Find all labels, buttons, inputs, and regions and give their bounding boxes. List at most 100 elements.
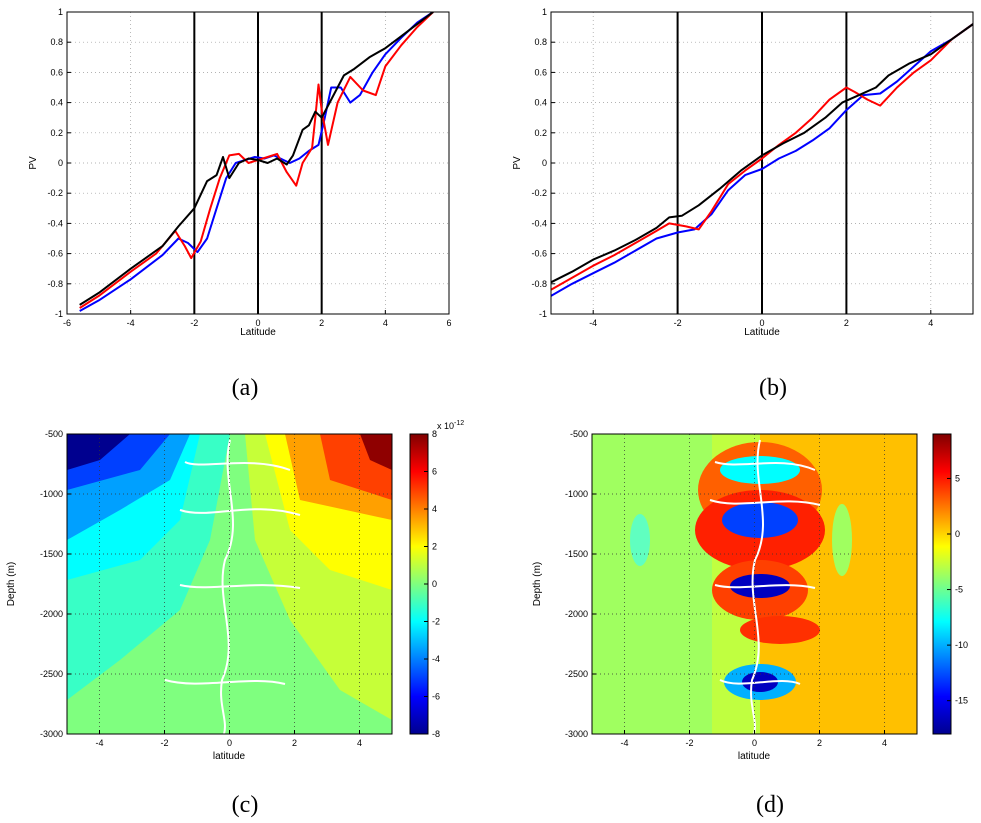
- y-tick-label: -2000: [565, 609, 588, 619]
- colorbar-tick-label: 0: [432, 579, 437, 589]
- y-axis-label-d: Depth (m): [532, 562, 543, 606]
- y-axis-label-c: Depth (m): [6, 562, 17, 606]
- y-ticks-b: -1 -0.8 -0.6 -0.4 -0.2 0 0.2 0.4 0.6 0.8 1: [531, 7, 555, 319]
- blob-d-4: [720, 456, 800, 484]
- colorbar-ticks-d: 5 0 -5 -10 -15: [947, 473, 968, 706]
- colorbar-tick-label: 6: [432, 467, 437, 477]
- x-axis-label-c: latitude: [213, 751, 246, 762]
- y-tick-label: 0.8: [50, 37, 63, 47]
- y-tick-label: -2000: [40, 609, 63, 619]
- y-tick-label: -3000: [40, 729, 63, 739]
- series-line-2: [79, 12, 434, 306]
- series-line-2: [551, 23, 973, 284]
- y-tick-label: -0.8: [531, 279, 547, 289]
- y-tick-label: -0.4: [47, 218, 63, 228]
- panel-label-d: (d): [756, 792, 784, 818]
- colorbar-d: [932, 433, 952, 735]
- y-tick-label: -0.4: [531, 218, 547, 228]
- x-tick-label: 2: [817, 738, 822, 748]
- x-tick-label: 4: [882, 738, 887, 748]
- colorbar-tick-label: -8: [432, 729, 440, 739]
- y-tick-label: 0: [542, 158, 547, 168]
- y-axis-label-b: PV: [512, 156, 523, 170]
- y-tick-label: -2500: [565, 669, 588, 679]
- y-ticks-a: -1 -0.8 -0.6 -0.4 -0.2 0 0.2 0.4 0.6 0.8 1: [47, 7, 71, 319]
- x-axis-label-a: Latitude: [240, 327, 276, 338]
- y-ticks-c: -3000 -2500 -2000 -1500 -1000 -500: [40, 429, 71, 739]
- colorbar-tick-label: -2: [432, 617, 440, 627]
- y-tick-label: 0.6: [534, 67, 547, 77]
- chart-c: -4 -2 0 2 4 -3000 -2500 -2000 -1500 -1000 -500 la…: [6, 420, 464, 818]
- y-tick-label: 0.4: [50, 98, 63, 108]
- contour-field-c: [67, 434, 392, 734]
- vlines-b: [676, 12, 848, 314]
- series-group-b: [551, 23, 973, 297]
- white-contour-d: [750, 439, 764, 734]
- y-tick-label: 1: [542, 7, 547, 17]
- colorbar-ticks-c: 8 6 4 2 0 -2 -4 -6 -8: [424, 429, 440, 739]
- y-tick-label: -0.8: [47, 279, 63, 289]
- panel-label-c: (c): [232, 792, 259, 818]
- x-tick-label: 0: [255, 318, 260, 328]
- contour-level-d-m2: [592, 434, 712, 734]
- x-ticks-c: -4 -2 0 2 4: [95, 730, 362, 748]
- x-axis-label-d: latitude: [738, 751, 771, 762]
- x-axis-label-b: Latitude: [744, 327, 780, 338]
- series-line-1: [79, 12, 434, 309]
- x-ticks-a: -6 -4 -2 0 2 4 6: [63, 310, 452, 328]
- y-tick-label: -1: [55, 309, 63, 319]
- y-tick-label: -500: [45, 429, 63, 439]
- x-tick-label: 2: [844, 318, 849, 328]
- y-tick-label: -0.6: [47, 249, 63, 259]
- x-tick-label: 4: [928, 318, 933, 328]
- x-tick-label: -4: [620, 738, 628, 748]
- x-tick-label: -2: [674, 318, 682, 328]
- x-tick-label: -2: [685, 738, 693, 748]
- x-tick-label: 0: [227, 738, 232, 748]
- y-ticks-d: -3000 -2500 -2000 -1500 -1000 -500: [565, 429, 596, 739]
- x-tick-label: -4: [95, 738, 103, 748]
- contour-level-c-m8: [67, 434, 130, 470]
- x-tick-label: -4: [127, 318, 135, 328]
- y-tick-label: 0.4: [534, 98, 547, 108]
- chart-d: -4 -2 0 2 4 -3000 -2500 -2000 -1500 -1000 -500 la…: [532, 429, 968, 818]
- y-tick-label: 0: [58, 158, 63, 168]
- white-contour-c-bands: [164, 461, 301, 685]
- x-tick-label: 6: [446, 318, 451, 328]
- x-tick-label: -2: [190, 318, 198, 328]
- colorbar-tick-label: 8: [432, 429, 437, 439]
- x-tick-label: -2: [160, 738, 168, 748]
- y-tick-label: -1000: [565, 489, 588, 499]
- series-line-0: [551, 23, 973, 297]
- y-tick-label: 0.6: [50, 67, 63, 77]
- colorbar-tick-label: 2: [432, 542, 437, 552]
- colorbar-tick-label: -5: [955, 585, 963, 595]
- y-tick-label: 0.8: [534, 37, 547, 47]
- colorbar-tick-label: -15: [955, 696, 968, 706]
- x-ticks-d: -4 -2 0 2 4: [620, 730, 887, 748]
- blob-d-11: [832, 504, 852, 576]
- panel-label-b: (b): [759, 375, 787, 401]
- blob-d-10: [630, 514, 650, 566]
- white-contour-c: [220, 439, 234, 734]
- colorbar-tick-label: 5: [955, 473, 960, 483]
- x-tick-label: 4: [357, 738, 362, 748]
- series-group-a: [79, 12, 434, 312]
- contour-field-d: [592, 434, 917, 734]
- x-tick-label: 4: [383, 318, 388, 328]
- panel-label-a: (a): [232, 375, 259, 401]
- y-tick-label: 1: [58, 7, 63, 17]
- white-contour-d-bands: [709, 461, 821, 685]
- blob-d-9: [740, 616, 820, 644]
- x-tick-label: -4: [589, 318, 597, 328]
- y-tick-label: -500: [570, 429, 588, 439]
- colorbar-tick-label: -4: [432, 654, 440, 664]
- y-tick-label: 0.2: [50, 128, 63, 138]
- y-tick-label: -1500: [40, 549, 63, 559]
- colorbar-exponent-c: x 10-12: [437, 420, 464, 431]
- colorbar-tick-label: -6: [432, 692, 440, 702]
- x-tick-label: 0: [759, 318, 764, 328]
- y-tick-label: -0.2: [531, 188, 547, 198]
- y-tick-label: -3000: [565, 729, 588, 739]
